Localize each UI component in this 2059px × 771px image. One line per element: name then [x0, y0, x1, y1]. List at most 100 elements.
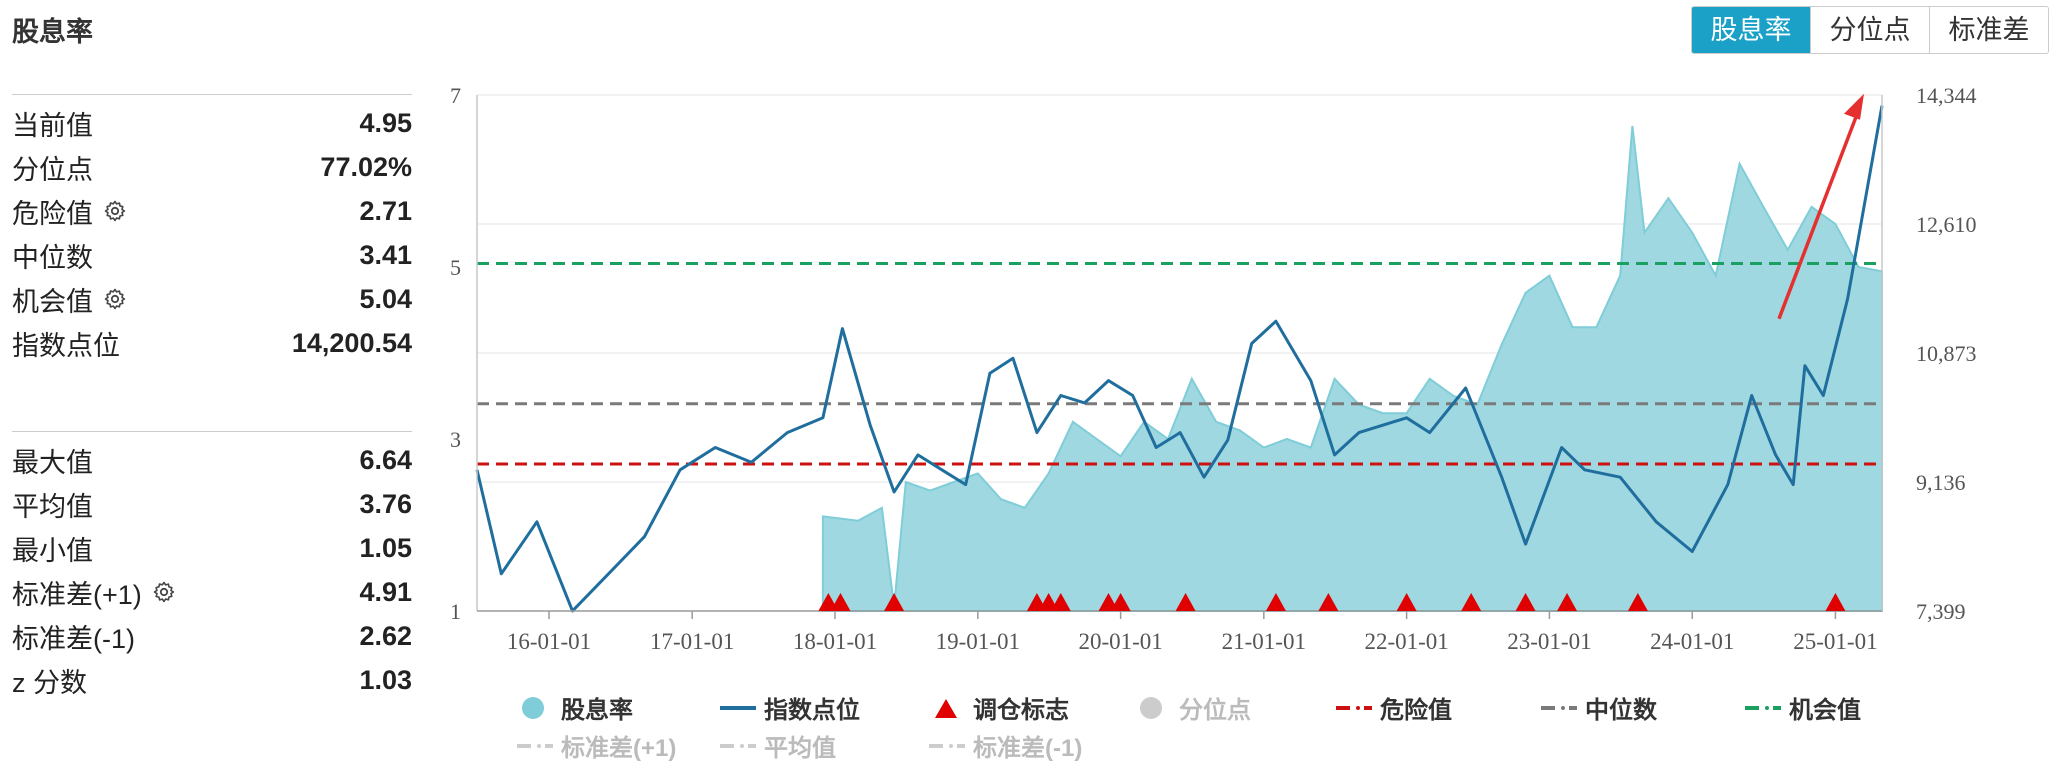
legend-std-plus[interactable]: 标准差(+1): [515, 728, 676, 763]
stat-value: 1.05: [359, 532, 412, 563]
stat-value: 6.64: [359, 444, 412, 475]
rebalance-marker: [1050, 593, 1071, 611]
stat-label-wrap: 危险值: [12, 192, 127, 231]
y-left-tick-label: 3: [450, 427, 461, 452]
stats-divider: [12, 431, 412, 432]
x-tick-label: 18-01-01: [793, 629, 877, 654]
stat-summary-row: 最大值 6.64: [12, 438, 412, 482]
y-right-tick-label: 12,610: [1916, 212, 1977, 237]
legend-rebalance[interactable]: 调仓标志: [927, 690, 1069, 725]
x-tick-label: 22-01-01: [1364, 629, 1448, 654]
gear-icon[interactable]: [152, 580, 176, 604]
legend-symbol-icon: [1541, 705, 1577, 710]
stat-label: 危险值: [12, 198, 93, 229]
index-level-line: [475, 105, 1884, 613]
metric-tabs: 股息率 分位点 标准差: [1691, 6, 2049, 54]
stat-label-wrap: 平均值: [12, 485, 93, 524]
x-tick-label: 23-01-01: [1507, 629, 1591, 654]
legend-std-minus[interactable]: 标准差(-1): [927, 728, 1082, 763]
stat-label: 当前值: [12, 110, 93, 141]
stat-summary-row: z 分数 1.03: [12, 658, 412, 702]
stat-current-row: 当前值 4.95: [12, 101, 412, 145]
annotation-arrow-shaft: [1777, 111, 1860, 320]
legend-label: 危险值: [1380, 697, 1452, 724]
stat-label: 标准差(-1): [12, 623, 135, 654]
legend-label: 中位数: [1585, 697, 1657, 724]
legend-symbol-icon: [517, 743, 553, 748]
rebalance-marker: [1825, 593, 1846, 611]
dividend-yield-chart: 16-01-01 17-01-01 18-01-01 19-01-01 20-01-01…: [450, 83, 1977, 654]
tab-percentile[interactable]: 分位点: [1810, 7, 1929, 53]
stat-label: 标准差(+1): [12, 579, 142, 610]
legend-symbol-icon: [1140, 696, 1162, 719]
x-tick-label: 21-01-01: [1222, 629, 1306, 654]
stat-summary-row: 最小值 1.05: [12, 526, 412, 570]
y-right-tick-label: 10,873: [1916, 341, 1977, 366]
stat-label: 指数点位: [12, 330, 120, 361]
stat-label-wrap: 标准差(-1): [12, 617, 135, 656]
gear-icon[interactable]: [103, 287, 127, 311]
tab-std-dev[interactable]: 标准差: [1929, 7, 2048, 53]
stat-label-wrap: 指数点位: [12, 324, 120, 363]
stat-value: 77.02%: [320, 151, 412, 182]
stat-value: 4.91: [359, 576, 412, 607]
stat-summary-row: 标准差(-1) 2.62: [12, 614, 412, 658]
legend-symbol-icon: [929, 743, 965, 748]
stat-label: 机会值: [12, 286, 93, 317]
stat-current-row: 中位数 3.41: [12, 233, 412, 277]
legend-label: 标准差(+1): [561, 735, 677, 762]
legend-median[interactable]: 中位数: [1539, 690, 1657, 725]
stat-summary-row: 标准差(+1) 4.91: [12, 570, 412, 614]
legend-symbol-icon: [522, 696, 544, 719]
rebalance-marker: [1110, 593, 1131, 611]
dividend-yield-area: [821, 125, 1883, 612]
page-title: 股息率: [12, 17, 93, 47]
stat-label-wrap: z 分数: [12, 661, 87, 700]
stats-panel-summary: 最大值 6.64 平均值 3.76 最小值 1.05 标准差(+1) 4.91 标准差(-1) 2…: [12, 431, 412, 702]
legend-opportunity[interactable]: 机会值: [1743, 690, 1861, 725]
legend-symbol-icon: [935, 698, 957, 718]
rebalance-marker: [1265, 593, 1286, 611]
stats-panel-current: 当前值 4.95 分位点 77.02% 危险值 2.71 中位数 3.41 机会值 5.04 指数点…: [12, 94, 412, 365]
stat-label: 最大值: [12, 447, 93, 478]
legend-danger[interactable]: 危险值: [1334, 690, 1452, 725]
stat-current-row: 分位点 77.02%: [12, 145, 412, 189]
stat-current-row: 指数点位 14,200.54: [12, 321, 412, 365]
stat-label: 平均值: [12, 491, 93, 522]
legend-label: 指数点位: [764, 697, 860, 724]
legend-symbol-icon: [720, 743, 756, 748]
legend-symbol-icon: [720, 705, 756, 710]
x-tick-label: 20-01-01: [1078, 629, 1162, 654]
legend-label: 分位点: [1179, 697, 1251, 724]
legend-index-level[interactable]: 指数点位: [718, 690, 860, 725]
stat-summary-row: 平均值 3.76: [12, 482, 412, 526]
legend-label: 股息率: [561, 697, 633, 724]
rebalance-marker: [884, 593, 905, 611]
stat-label-wrap: 最大值: [12, 441, 93, 480]
legend-label: 机会值: [1789, 697, 1861, 724]
legend-percentile[interactable]: 分位点: [1133, 690, 1251, 725]
legend-symbol-icon: [1336, 705, 1372, 710]
gear-icon[interactable]: [103, 199, 127, 223]
stat-label-wrap: 标准差(+1): [12, 573, 176, 612]
rebalance-marker: [1461, 593, 1482, 611]
stat-label: 分位点: [12, 154, 93, 185]
stat-value: 3.76: [359, 488, 412, 519]
stat-value: 2.62: [359, 620, 412, 651]
y-left-tick-label: 7: [450, 83, 461, 108]
rebalance-marker: [1175, 593, 1196, 611]
stat-value: 3.41: [359, 239, 412, 270]
rebalance-marker: [1318, 593, 1339, 611]
legend-mean[interactable]: 平均值: [718, 728, 836, 763]
tab-dividend-yield[interactable]: 股息率: [1692, 7, 1810, 53]
stat-label-wrap: 中位数: [12, 236, 93, 275]
y-right-tick-label: 7,399: [1916, 599, 1966, 624]
legend-dividend-yield[interactable]: 股息率: [515, 690, 633, 725]
x-tick-label: 19-01-01: [936, 629, 1020, 654]
stat-label: 中位数: [12, 242, 93, 273]
stat-value: 14,200.54: [291, 327, 412, 358]
y-right-tick-label: 14,344: [1916, 83, 1977, 108]
stat-current-row: 机会值 5.04: [12, 277, 412, 321]
x-tick-label: 17-01-01: [650, 629, 734, 654]
y-right-tick-label: 9,136: [1916, 470, 1966, 495]
